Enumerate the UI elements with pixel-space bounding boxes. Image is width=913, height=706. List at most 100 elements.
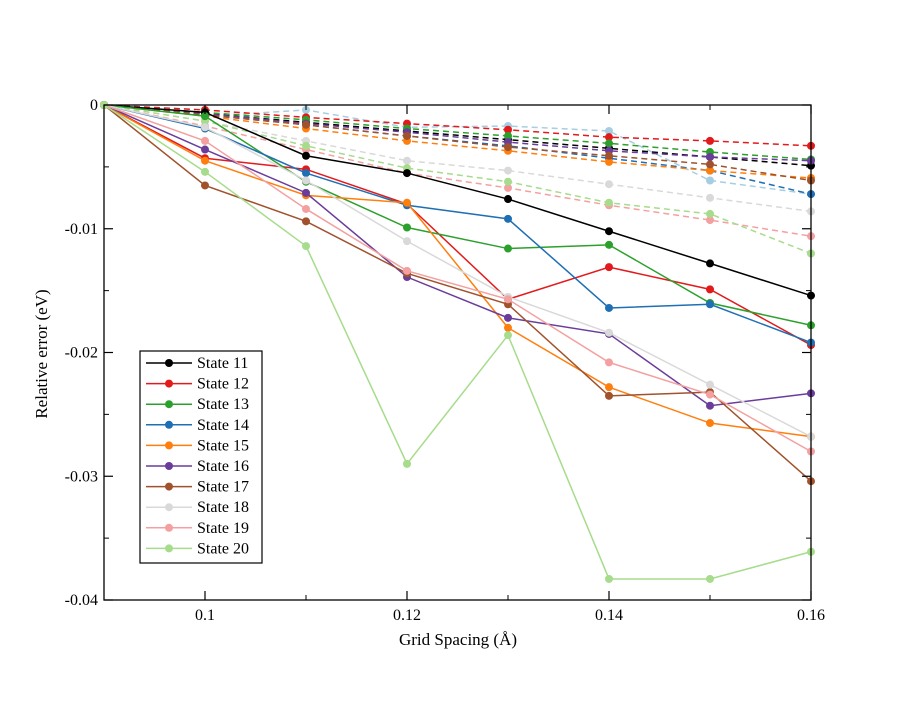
legend-item-state-20: State 20 — [146, 540, 249, 557]
data-point-state-12 — [706, 285, 714, 294]
legend-item-state-19: State 19 — [146, 520, 249, 537]
series-line-state-19-dashed — [103, 104, 812, 237]
data-point-state-15 — [605, 383, 613, 392]
data-point-light-blue-dashed-dashed — [605, 126, 613, 135]
legend-item-state-11: State 11 — [146, 355, 248, 372]
data-point-state-19 — [201, 136, 209, 145]
data-point-state-19 — [504, 295, 512, 304]
data-point-state-17-dashed — [302, 120, 310, 129]
data-point-state-16 — [302, 188, 310, 197]
legend-item-state-12: State 12 — [146, 376, 249, 393]
legend-swatch-marker — [165, 441, 173, 450]
legend-swatch-marker — [165, 359, 173, 367]
data-point-state-16 — [504, 313, 512, 322]
legend-swatch-marker — [165, 462, 173, 470]
data-point-state-12-dashed — [706, 136, 714, 145]
legend-label: State 14 — [197, 417, 249, 434]
data-point-state-18 — [302, 176, 310, 185]
data-point-state-19 — [706, 390, 714, 399]
plot-lines — [100, 101, 815, 583]
legend-label: State 12 — [197, 376, 249, 393]
series-line-state-20-dashed — [103, 104, 812, 255]
legend-swatch-marker — [165, 523, 173, 532]
x-tick-label: 0.1 — [195, 607, 215, 624]
data-point-state-19 — [605, 358, 613, 367]
data-point-state-11 — [403, 169, 411, 178]
y-tick-label: -0.03 — [65, 468, 98, 485]
series-line-state-19 — [103, 104, 812, 453]
series-line-state-13 — [103, 104, 812, 327]
series-line-state-16 — [103, 104, 812, 407]
data-point-state-15 — [706, 419, 714, 428]
data-point-light-blue-dashed-dashed — [706, 176, 714, 185]
series-line-state-15-dashed — [103, 104, 812, 179]
data-point-state-18 — [706, 380, 714, 389]
series-line-state-20 — [103, 104, 812, 580]
data-point-state-16-dashed — [706, 152, 714, 161]
legend-swatch-marker — [165, 503, 173, 512]
x-tick-label: 0.12 — [393, 607, 421, 624]
data-point-state-18-dashed — [403, 156, 411, 165]
data-point-state-20-dashed — [605, 198, 613, 207]
legend-swatch-marker — [165, 420, 173, 429]
legend-swatch-marker — [165, 544, 173, 553]
series-state-20-solid — [100, 101, 815, 583]
axis-ticks: 0.1 0.12 0.14 0.16 0 -0.01 -0.02 -0.03 -0.04 — [65, 97, 825, 624]
data-point-state-14 — [605, 303, 613, 312]
y-tick-label: -0.02 — [65, 345, 98, 362]
series-state-18-solid — [100, 101, 815, 441]
data-point-state-16 — [706, 401, 714, 410]
data-point-state-19-dashed — [706, 216, 714, 225]
legend-swatch-marker — [165, 379, 173, 388]
series-line-state-15 — [103, 104, 812, 438]
data-point-state-20 — [605, 574, 613, 583]
data-point-state-20 — [403, 459, 411, 468]
data-point-state-13 — [504, 244, 512, 253]
legend-label: State 18 — [197, 499, 249, 516]
series-line-state-17 — [103, 104, 812, 482]
data-point-state-20 — [302, 242, 310, 251]
data-point-state-17-dashed — [605, 151, 613, 160]
data-point-state-17 — [302, 217, 310, 226]
data-point-state-18-dashed — [706, 193, 714, 202]
data-point-state-15-dashed — [706, 166, 714, 175]
data-point-state-15 — [403, 198, 411, 207]
series-line-state-16-dashed — [103, 104, 812, 162]
data-point-state-20 — [201, 167, 209, 176]
y-tick-label: -0.01 — [65, 221, 98, 238]
data-point-state-13-dashed — [504, 131, 512, 140]
data-point-state-17-dashed — [706, 160, 714, 169]
x-tick-label: 0.16 — [797, 607, 825, 624]
legend-item-state-14: State 14 — [146, 417, 249, 434]
legend-label: State 17 — [197, 479, 249, 496]
data-point-state-18 — [403, 237, 411, 246]
data-point-state-20-dashed — [504, 177, 512, 186]
series-line-state-18 — [103, 104, 812, 438]
data-point-state-20-dashed — [706, 209, 714, 218]
data-point-state-17-dashed — [504, 143, 512, 152]
data-point-state-11 — [504, 195, 512, 204]
data-point-state-20-dashed — [302, 141, 310, 150]
data-point-state-15 — [504, 323, 512, 332]
y-tick-label: 0 — [90, 97, 98, 114]
data-point-state-18 — [605, 328, 613, 337]
x-tick-label: 0.14 — [595, 607, 623, 624]
legend-item-state-18: State 18 — [146, 499, 249, 516]
data-point-state-19-dashed — [504, 183, 512, 192]
data-point-state-12-dashed — [504, 125, 512, 134]
data-point-state-18-dashed — [605, 180, 613, 189]
y-tick-label: -0.04 — [65, 592, 98, 609]
legend-swatch-marker — [165, 482, 173, 491]
legend-item-state-13: State 13 — [146, 396, 249, 413]
legend-label: State 19 — [197, 520, 249, 537]
data-point-state-13 — [605, 240, 613, 249]
data-point-state-12-dashed — [605, 133, 613, 142]
legend-label: State 11 — [197, 355, 248, 372]
legend-item-state-16: State 16 — [146, 458, 249, 475]
series-line-state-12 — [103, 104, 812, 346]
legend-item-state-17: State 17 — [146, 479, 249, 496]
legend-item-state-15: State 15 — [146, 437, 249, 454]
series-line-state-13-dashed — [103, 104, 812, 161]
data-point-state-15-dashed — [605, 157, 613, 166]
legend-swatch-marker — [165, 400, 173, 409]
